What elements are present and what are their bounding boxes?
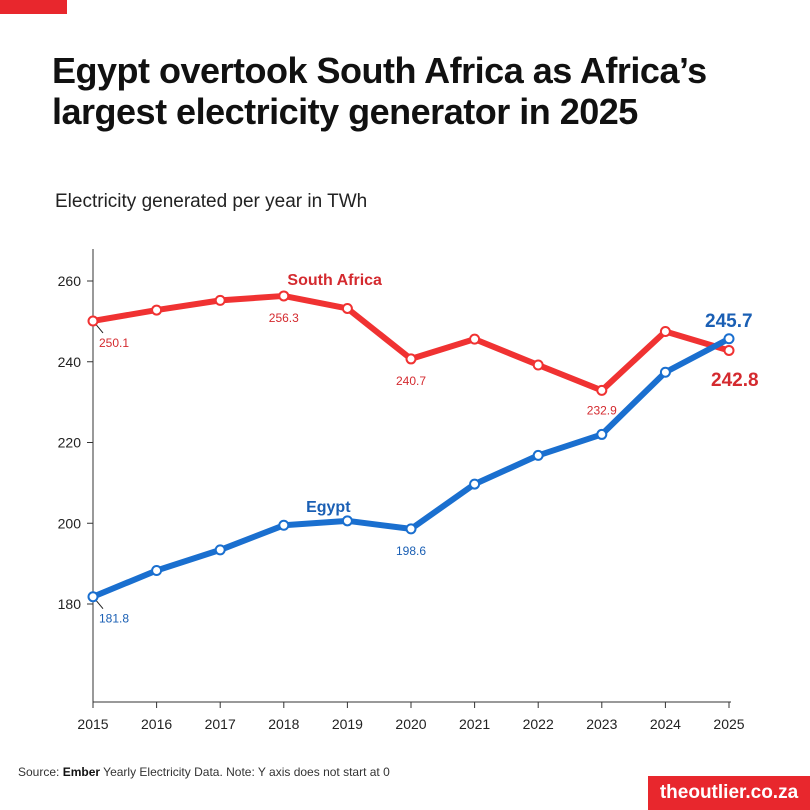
egypt-series-label: Egypt	[306, 499, 351, 516]
y-tick-label: 200	[58, 515, 82, 531]
south_africa-point	[405, 353, 417, 365]
y-tick-label: 240	[58, 354, 82, 370]
egypt-point	[596, 428, 608, 440]
south_africa-point	[87, 315, 99, 327]
south_africa-series-label: South Africa	[287, 272, 382, 289]
egypt-point	[469, 478, 481, 490]
x-tick-label: 2016	[141, 716, 172, 732]
egypt-point	[214, 544, 226, 556]
y-tick-label: 260	[58, 273, 82, 289]
egypt-point	[723, 333, 735, 345]
south_africa-data-label: 232.9	[587, 403, 617, 417]
south_africa-point	[723, 344, 735, 356]
source-name: Ember	[62, 765, 101, 779]
south_africa-point	[151, 304, 163, 316]
south_africa-point	[659, 325, 671, 337]
source-prefix: Source:	[18, 765, 63, 779]
south_africa-data-label: 256.3	[269, 311, 299, 325]
brand-badge[interactable]: theoutlier.co.za	[648, 776, 810, 810]
south_africa-point	[532, 359, 544, 371]
south_africa-point	[278, 290, 290, 302]
x-tick-label: 2017	[205, 716, 236, 732]
egypt-point	[405, 523, 417, 535]
south_africa-data-label: 250.1	[99, 336, 129, 350]
x-tick-label: 2022	[523, 716, 554, 732]
x-tick-label: 2021	[459, 716, 490, 732]
south_africa-end-label: 242.8	[711, 370, 759, 391]
egypt-point	[341, 515, 353, 527]
south_africa-point	[469, 333, 481, 345]
source-note: Source: Ember Yearly Electricity Data. N…	[18, 765, 390, 779]
accent-bar	[0, 0, 67, 14]
x-tick-label: 2023	[586, 716, 617, 732]
egypt-point	[659, 366, 671, 378]
egypt-end-label: 245.7	[705, 311, 753, 332]
egypt-point	[87, 591, 99, 603]
x-tick-label: 2025	[713, 716, 744, 732]
south_africa-point	[214, 294, 226, 306]
x-tick-label: 2024	[650, 716, 681, 732]
x-tick-label: 2019	[332, 716, 363, 732]
y-tick-label: 180	[58, 596, 82, 612]
egypt-data-label: 181.8	[99, 612, 129, 626]
x-tick-label: 2015	[77, 716, 108, 732]
egypt-data-label: 198.6	[396, 544, 426, 558]
x-tick-label: 2020	[395, 716, 426, 732]
source-rest: Yearly Electricity Data. Note: Y axis do…	[100, 765, 390, 779]
page-title: Egypt overtook South Africa as Africa’s …	[52, 50, 707, 132]
south_africa-point	[596, 384, 608, 396]
south_africa-data-label: 240.7	[396, 374, 426, 388]
egypt-point	[278, 519, 290, 531]
egypt-point	[532, 449, 544, 461]
y-tick-label: 220	[58, 435, 82, 451]
line-chart: 180 200 220 240 260 2015 2016 2017 2018 2019 2020 2…	[58, 249, 759, 732]
egypt-point	[151, 564, 163, 576]
chart-subtitle: Electricity generated per year in TWh	[55, 191, 368, 212]
x-tick-label: 2018	[268, 716, 299, 732]
south_africa-point	[341, 302, 353, 314]
